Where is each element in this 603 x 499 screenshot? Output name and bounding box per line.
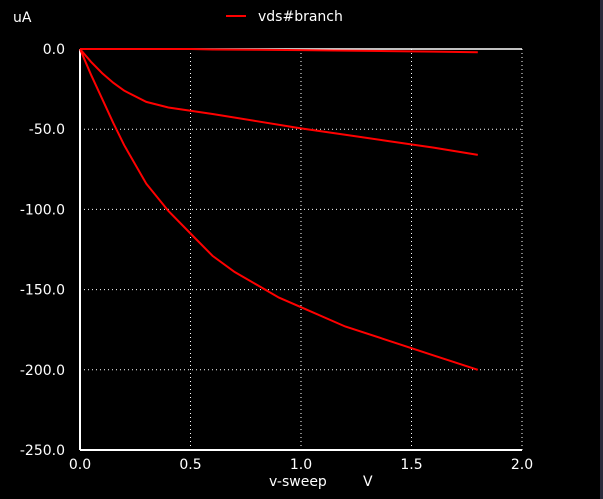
y-axis-label: uA bbox=[13, 10, 32, 26]
y-tick-label: 0.0 bbox=[43, 42, 65, 58]
y-tick-label: -100.0 bbox=[20, 202, 65, 218]
window-edge bbox=[600, 0, 603, 499]
legend-label: vds#branch bbox=[258, 9, 343, 25]
series-line-2 bbox=[79, 48, 478, 156]
x-tick-label: 0.5 bbox=[179, 457, 201, 473]
grid bbox=[80, 48, 523, 450]
y-tick-label: -150.0 bbox=[20, 283, 65, 299]
legend: vds#branch bbox=[226, 9, 343, 25]
x-tick-label: 1.5 bbox=[400, 457, 422, 473]
x-tick-label: 1.0 bbox=[290, 457, 312, 473]
series-line-1 bbox=[80, 48, 478, 54]
series-lines bbox=[79, 48, 479, 371]
y-tick-label: -200.0 bbox=[20, 363, 65, 379]
tick-labels: 0.0-50.0-100.0-150.0-200.0-250.00.0 0.5 1.… bbox=[20, 42, 533, 473]
y-tick-label: -50.0 bbox=[29, 122, 65, 138]
x-tick-label: 0.0 bbox=[69, 457, 91, 473]
x-tick-label: 2.0 bbox=[511, 457, 533, 473]
x-axis-unit: V bbox=[363, 474, 373, 490]
series-line-3 bbox=[79, 48, 479, 371]
x-axis-label: v-sweep bbox=[269, 474, 327, 490]
y-tick-label: -250.0 bbox=[20, 443, 65, 459]
